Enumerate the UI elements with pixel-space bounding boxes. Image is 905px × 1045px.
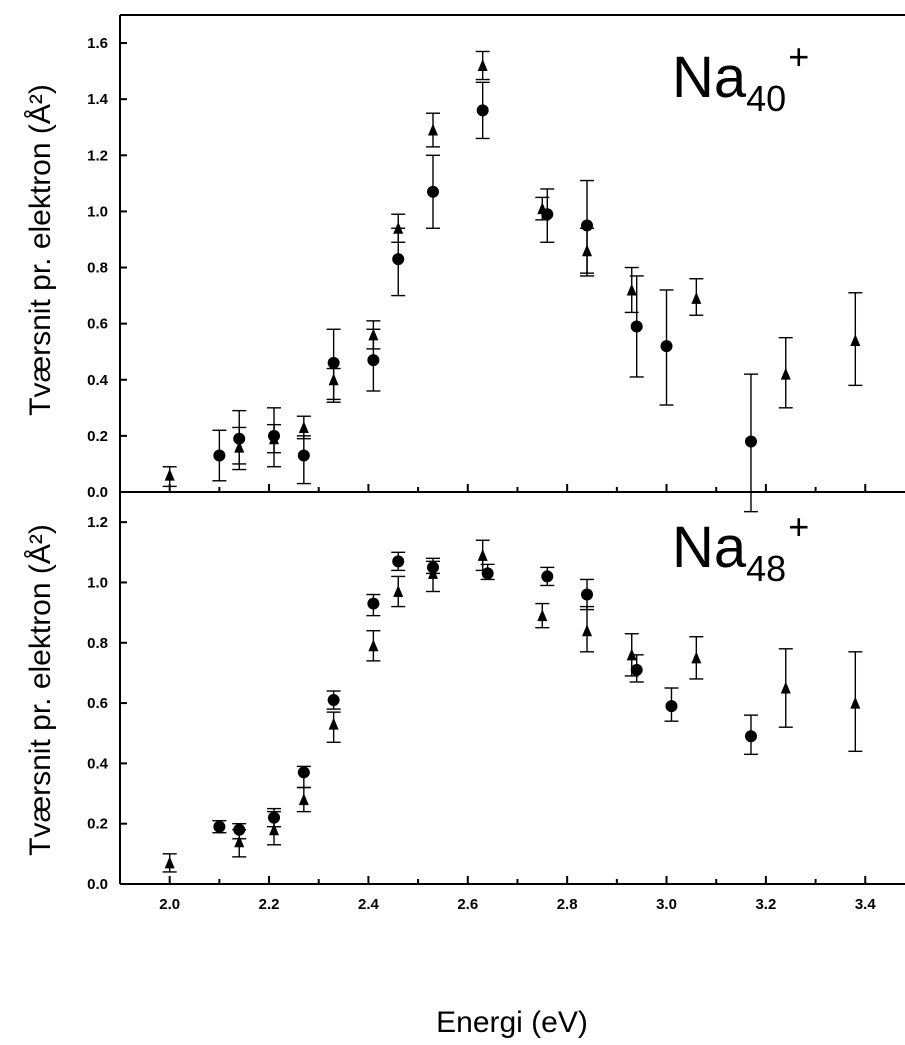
top-y-axis-title: Tværsnit pr. elektron (Å²) xyxy=(24,84,57,416)
bottom-label-sup: + xyxy=(788,506,809,547)
bottom-point-triangle xyxy=(477,548,488,561)
bottom-point-circle xyxy=(541,570,554,583)
bottom-point-circle xyxy=(327,694,340,707)
x-tick-label: 2.2 xyxy=(259,896,280,913)
top-point-circle xyxy=(297,449,310,462)
top-point-triangle xyxy=(780,367,791,380)
bottom-point-triangle xyxy=(164,856,175,869)
top-panel-label: Na40+ xyxy=(672,36,809,119)
bottom-point-circle xyxy=(367,597,380,610)
top-point-triangle xyxy=(393,221,404,234)
top-y-tick-label: 1.2 xyxy=(87,147,108,164)
top-point-circle xyxy=(660,340,673,353)
bottom-y-tick-label: 1.0 xyxy=(87,574,108,591)
x-tick-label: 2.6 xyxy=(457,896,478,913)
bottom-point-triangle xyxy=(691,651,702,664)
x-tick-label: 2.4 xyxy=(358,896,380,913)
top-point-triangle xyxy=(298,420,309,433)
x-tick-label: 2.0 xyxy=(159,896,180,913)
top-y-tick-label: 1.6 xyxy=(87,35,108,52)
bottom-point-circle xyxy=(213,820,226,833)
top-y-tick-label: 0.8 xyxy=(87,260,108,277)
top-label-base: Na xyxy=(672,45,747,110)
bottom-point-triangle xyxy=(368,639,379,652)
bottom-point-triangle xyxy=(328,717,339,730)
bottom-point-circle xyxy=(630,663,643,676)
top-label-sub: 40 xyxy=(746,78,786,119)
top-point-triangle xyxy=(691,291,702,304)
x-axis-title: Energi (eV) xyxy=(436,1006,588,1039)
bottom-point-triangle xyxy=(298,793,309,806)
top-point-circle xyxy=(327,356,340,369)
top-point-circle xyxy=(744,435,757,448)
bottom-point-circle xyxy=(297,766,310,779)
bottom-y-tick-label: 1.2 xyxy=(87,514,108,531)
top-point-circle xyxy=(213,449,226,462)
top-point-triangle xyxy=(850,333,861,346)
top-point-circle xyxy=(367,354,380,367)
bottom-point-circle xyxy=(744,730,757,743)
top-point-triangle xyxy=(269,432,280,445)
bottom-point-circle xyxy=(481,567,494,580)
top-y-tick-label: 0.6 xyxy=(87,316,108,333)
bottom-point-circle xyxy=(665,700,678,713)
bottom-panel-label: Na48+ xyxy=(672,506,809,589)
bottom-panel: 0.0 0.2 0.4 0.6 0.8 1.0 1.2 2.0 2.2 2.4 2.6 2.8 3.0 3… xyxy=(24,492,905,913)
bottom-y-tick-label: 0.4 xyxy=(87,755,109,772)
bottom-label-sub: 48 xyxy=(746,548,786,589)
top-y-tick-label: 1.4 xyxy=(87,91,109,108)
bottom-point-triangle xyxy=(537,609,548,622)
top-point-triangle xyxy=(582,244,593,257)
bottom-point-triangle xyxy=(428,566,439,579)
bottom-point-circle xyxy=(392,555,405,568)
top-point-triangle xyxy=(328,373,339,386)
bottom-point-triangle xyxy=(780,681,791,694)
bottom-y-tick-label: 0.2 xyxy=(87,816,108,833)
top-y-tick-label: 0.4 xyxy=(87,372,109,389)
top-y-tick-label: 0.2 xyxy=(87,428,108,445)
top-point-circle xyxy=(476,104,489,117)
top-panel: 0.0 0.2 0.4 0.6 0.8 1.0 1.2 1.4 1.6 Tværsnit pr. … xyxy=(24,14,905,513)
top-y-tick-label: 0.0 xyxy=(87,484,108,501)
top-label-sup: + xyxy=(788,36,809,77)
bottom-point-circle xyxy=(581,588,594,601)
top-point-triangle xyxy=(164,468,175,481)
bottom-point-triangle xyxy=(626,648,637,661)
bottom-point-triangle xyxy=(234,835,245,848)
top-point-triangle xyxy=(234,440,245,453)
top-point-circle xyxy=(392,253,405,266)
bottom-label-base: Na xyxy=(672,515,747,580)
x-tick-label: 3.0 xyxy=(656,896,677,913)
bottom-point-triangle xyxy=(850,696,861,709)
bottom-point-triangle xyxy=(269,823,280,836)
top-point-triangle xyxy=(428,123,439,136)
bottom-y-tick-label: 0.0 xyxy=(87,876,108,893)
top-point-triangle xyxy=(537,202,548,215)
bottom-y-tick-label: 0.8 xyxy=(87,635,108,652)
top-point-triangle xyxy=(626,283,637,296)
x-tick-label: 3.4 xyxy=(855,896,877,913)
bottom-y-tick-label: 0.6 xyxy=(87,695,108,712)
x-tick-label: 3.2 xyxy=(755,896,776,913)
top-y-tick-label: 1.0 xyxy=(87,203,108,220)
top-point-triangle xyxy=(477,59,488,72)
top-point-circle xyxy=(630,320,643,333)
x-tick-label: 2.8 xyxy=(557,896,578,913)
bottom-y-axis-title: Tværsnit pr. elektron (Å²) xyxy=(24,524,57,856)
top-point-triangle xyxy=(368,328,379,341)
top-errorbar-triangle xyxy=(232,409,247,471)
bottom-point-triangle xyxy=(582,624,593,637)
bottom-point-triangle xyxy=(393,585,404,598)
top-point-circle xyxy=(427,185,440,198)
